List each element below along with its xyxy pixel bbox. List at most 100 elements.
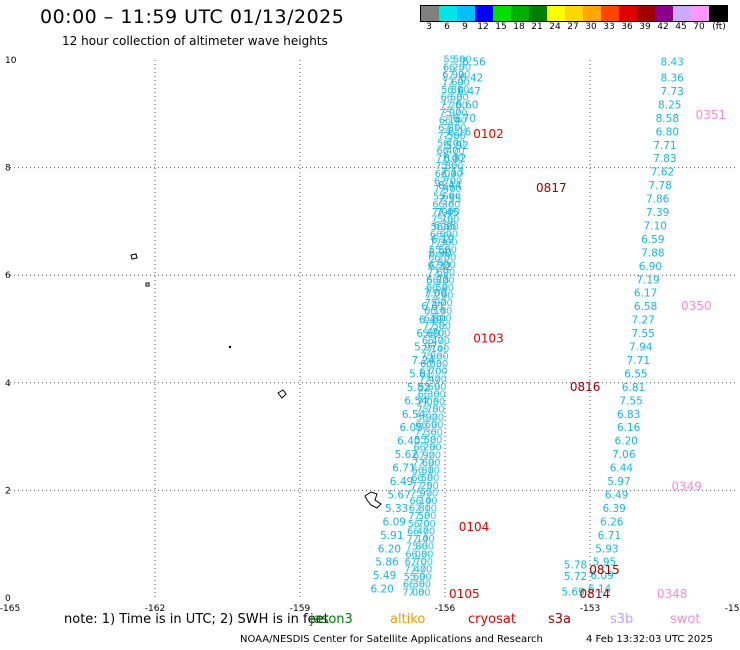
- data-point-label: 6.61: [421, 301, 444, 313]
- track-point-dense: 7.90: [433, 268, 455, 279]
- track-point-dense: 6.10: [439, 116, 461, 127]
- track-point-dense: 6.00: [405, 549, 427, 560]
- legend-note: note: 1) Time is in UTC; 2) SWH is in fe…: [64, 612, 329, 627]
- x-tick-label: -150: [725, 604, 740, 614]
- track-point-dense: 7.90: [418, 458, 440, 469]
- colorbar-label: 39: [639, 22, 651, 32]
- colorbar-swatch: [565, 6, 583, 21]
- track-point-dense: 7.20: [448, 70, 470, 81]
- colorbar-swatch: [457, 6, 475, 21]
- x-tick-label: -165: [0, 604, 20, 614]
- track-point-dense: 5.50: [429, 245, 451, 256]
- data-point-label: 6.32: [443, 153, 466, 165]
- track-point-dense: 6.10: [424, 306, 446, 317]
- data-point-label: 6.49: [605, 489, 628, 501]
- track-point-dense: 7.00: [411, 557, 433, 568]
- track-point-dense: 7.90: [448, 78, 470, 89]
- data-point-label: 5.97: [414, 342, 437, 354]
- track-point-dense: 6.40: [436, 146, 458, 157]
- data-point-label: 6.59: [641, 234, 664, 246]
- data-point-label: 6.55: [433, 220, 456, 232]
- colorbar-label: 42: [657, 22, 669, 32]
- track-point-dense: 5.80: [435, 245, 457, 256]
- colorbar-label: 70: [693, 22, 705, 32]
- colorbar-label: 45: [675, 22, 687, 32]
- data-point-label: 7.78: [648, 180, 671, 192]
- data-point-label: 6.05: [399, 422, 422, 434]
- track-point-dense: 6.70: [419, 367, 441, 378]
- data-point-label: 5.95: [593, 557, 616, 569]
- track-point-dense: 7.90: [439, 108, 461, 119]
- pass-label: 0816: [570, 380, 601, 394]
- colorbar-swatch: [691, 6, 709, 21]
- data-point-label: 6.49: [419, 315, 442, 327]
- track-point-dense: 5.90: [416, 412, 438, 423]
- track-point-dense: 5.70: [416, 488, 438, 499]
- data-point-label: 6.54: [404, 395, 428, 407]
- y-tick-label: 8: [5, 164, 11, 174]
- pass-label: 0817: [536, 181, 567, 195]
- data-point-label: 6.49: [390, 476, 413, 488]
- track-point-dense: 5.80: [420, 435, 442, 446]
- data-point-label: 5.91: [380, 530, 403, 542]
- data-point-label: 8.25: [658, 99, 681, 111]
- island-outline: [364, 491, 382, 509]
- legend-s3a: s3a: [548, 612, 572, 627]
- colorbar-label: 9: [462, 22, 468, 32]
- data-point-label: 6.09: [590, 570, 613, 582]
- track-point-dense: 7.40: [433, 184, 455, 195]
- track-point-dense: 5.70: [408, 519, 430, 530]
- data-point-label: 6.47: [457, 86, 480, 98]
- track-point-dense: 5.60: [404, 572, 426, 583]
- track-point-dense: 7.90: [425, 298, 447, 309]
- track-point-dense: 7.60: [421, 428, 443, 439]
- track-point-dense: 6.50: [411, 473, 433, 484]
- pass-label: 0815: [589, 563, 620, 577]
- track-point-dense: 6.30: [432, 199, 454, 210]
- pass-label: 0814: [580, 587, 611, 601]
- track-point-dense: 5.90: [431, 222, 453, 233]
- colorbar-label: (ft): [712, 22, 726, 32]
- data-point-label: 6.14: [588, 584, 612, 596]
- colorbar-swatch: [475, 6, 493, 21]
- data-point-label: 6.70: [453, 113, 476, 125]
- track-point-dense: 6.80: [446, 93, 468, 104]
- data-point-label: 7.71: [627, 355, 650, 367]
- data-point-label: 7.94: [629, 342, 653, 354]
- track-point-dense: 6.90: [428, 260, 450, 271]
- colorbar-swatch: [709, 6, 727, 21]
- track-point-dense: 6.90: [436, 230, 458, 241]
- colorbar-label: 15: [495, 22, 507, 32]
- data-point-label: 5.49: [373, 570, 396, 582]
- data-point-label: 7.24: [412, 355, 436, 367]
- track-point-dense: 7.00: [402, 587, 424, 598]
- track-point-dense: 7.00: [417, 397, 439, 408]
- data-point-label: 6.16: [617, 422, 641, 434]
- colorbar-swatch: [583, 6, 601, 21]
- data-point-label: 7.88: [641, 247, 664, 259]
- data-point-label: 8.43: [660, 56, 683, 68]
- x-tick-label: -159: [290, 604, 311, 614]
- y-tick-label: 10: [5, 56, 17, 66]
- data-point-label: 7.73: [660, 86, 683, 98]
- track-point-dense: 7.70: [431, 214, 453, 225]
- track-point-dense: 7.60: [442, 78, 464, 89]
- track-point-dense: 7.50: [446, 100, 468, 111]
- track-point-dense: 6.50: [434, 253, 456, 264]
- track-point-dense: 7.70: [425, 374, 447, 385]
- track-point-dense: 7.80: [414, 511, 436, 522]
- data-point-label: 6.73: [426, 274, 449, 286]
- data-point-label: 7.55: [619, 395, 642, 407]
- colorbar-swatch: [637, 6, 655, 21]
- colorbar-label: 6: [444, 22, 450, 32]
- track-point-dense: 6.20: [437, 222, 459, 233]
- track-point-dense: 7.10: [415, 504, 437, 515]
- y-tick-label: 0: [5, 594, 11, 604]
- island-outline: [130, 253, 138, 260]
- track-point-dense: 5.70: [437, 138, 459, 149]
- track-point-dense: 7.40: [404, 564, 426, 575]
- data-point-label: 6.26: [600, 516, 624, 528]
- data-point-label: 6.17: [634, 288, 657, 300]
- track-point-dense: 6.00: [428, 329, 450, 340]
